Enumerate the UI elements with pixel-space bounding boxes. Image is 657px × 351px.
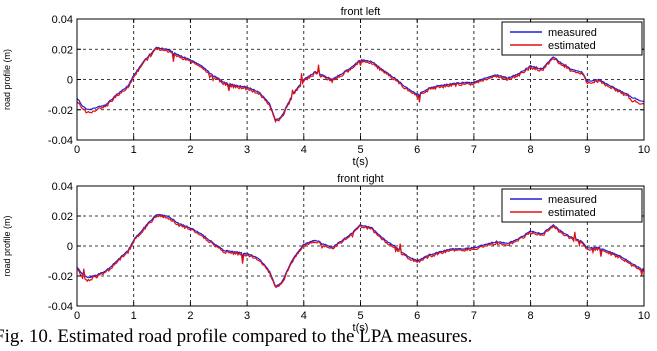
x-tick-label: 7 (471, 310, 477, 322)
y-tick-label: -0.04 (48, 301, 73, 313)
x-tick-label: 5 (357, 144, 363, 156)
x-tick-label: 4 (301, 144, 307, 156)
x-tick-label: 10 (638, 310, 650, 322)
y-tick-label: 0.02 (52, 44, 73, 56)
series-line-measured (76, 213, 645, 287)
x-tick-label: 6 (414, 310, 420, 322)
x-axis-label: t(s) (353, 322, 369, 334)
panel-front-right: 0 1 2 3 4 5 6 7 8 9 10 0.04 0.02 0 -0.02 -0.04 front rig… (2, 173, 650, 334)
y-tick-label: 0 (67, 241, 73, 253)
x-tick-label: 5 (357, 310, 363, 322)
y-tick-label: 0.04 (52, 14, 73, 26)
x-tick-label: 4 (301, 310, 307, 322)
y-tick-label: -0.04 (48, 135, 73, 147)
legend-label-measured: measured (548, 194, 597, 206)
series-line-estimated (76, 214, 645, 288)
x-tick-label: 3 (244, 310, 250, 322)
x-tick-label: 1 (131, 310, 137, 322)
series-line-estimated (76, 47, 645, 124)
legend-box (501, 21, 643, 56)
x-tick-label: 6 (414, 144, 420, 156)
y-tick-label: 0.02 (52, 211, 73, 223)
panel-front-left: 0 1 2 3 4 5 6 7 8 9 10 0.04 0.02 0 -0.02 -0.04 front lef… (2, 6, 650, 168)
x-tick-label: 9 (584, 144, 590, 156)
figure-caption: Fig. 10. Estimated road profile compared… (0, 326, 473, 347)
y-axis-label: road profile (m) (2, 215, 12, 276)
legend-box (501, 188, 643, 223)
legend-label-measured: measured (548, 27, 597, 39)
legend-label-estimated: estimated (548, 207, 596, 219)
chart-title: front right (337, 173, 383, 185)
x-tick-label: 8 (528, 310, 534, 322)
y-tick-label: -0.02 (48, 271, 73, 283)
series-line-measured (76, 46, 645, 122)
x-tick-label: 10 (638, 144, 650, 156)
y-tick-label: -0.02 (48, 105, 73, 117)
x-tick-label: 0 (74, 310, 80, 322)
chart-title: front left (341, 6, 381, 18)
x-tick-label: 9 (584, 310, 590, 322)
x-tick-label: 2 (187, 310, 193, 322)
x-tick-label: 1 (131, 144, 137, 156)
x-tick-label: 7 (471, 144, 477, 156)
y-tick-label: 0.04 (52, 181, 73, 193)
x-tick-label: 8 (528, 144, 534, 156)
y-axis-label: road profile (m) (2, 49, 12, 110)
x-axis-label: t(s) (353, 156, 369, 168)
x-tick-label: 3 (244, 144, 250, 156)
legend-label-estimated: estimated (548, 40, 596, 52)
x-tick-label: 0 (74, 144, 80, 156)
x-tick-label: 2 (187, 144, 193, 156)
y-tick-label: 0 (67, 75, 73, 87)
